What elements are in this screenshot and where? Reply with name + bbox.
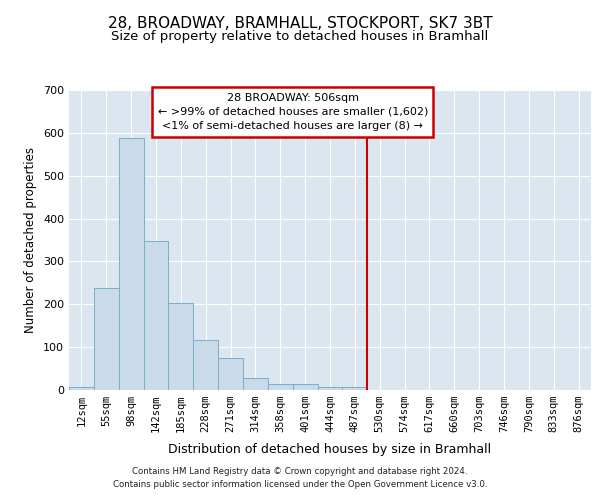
Bar [293,384,317,390]
Bar [169,302,193,390]
X-axis label: Distribution of detached houses by size in Bramhall: Distribution of detached houses by size … [169,444,491,456]
Text: Contains public sector information licensed under the Open Government Licence v3: Contains public sector information licen… [113,480,487,489]
Bar [69,387,94,390]
Text: Contains HM Land Registry data © Crown copyright and database right 2024.: Contains HM Land Registry data © Crown c… [132,467,468,476]
Text: 28, BROADWAY, BRAMHALL, STOCKPORT, SK7 3BT: 28, BROADWAY, BRAMHALL, STOCKPORT, SK7 3… [107,16,493,31]
Bar [193,340,218,390]
Bar [343,387,367,390]
Bar [243,378,268,390]
Bar [119,138,143,390]
Text: Size of property relative to detached houses in Bramhall: Size of property relative to detached ho… [112,30,488,43]
Bar [94,288,119,390]
Text: 28 BROADWAY: 506sqm
← >99% of detached houses are smaller (1,602)
<1% of semi-de: 28 BROADWAY: 506sqm ← >99% of detached h… [158,93,428,131]
Bar [317,387,343,390]
Bar [218,358,243,390]
Bar [268,384,293,390]
Y-axis label: Number of detached properties: Number of detached properties [25,147,37,333]
Bar [143,242,169,390]
